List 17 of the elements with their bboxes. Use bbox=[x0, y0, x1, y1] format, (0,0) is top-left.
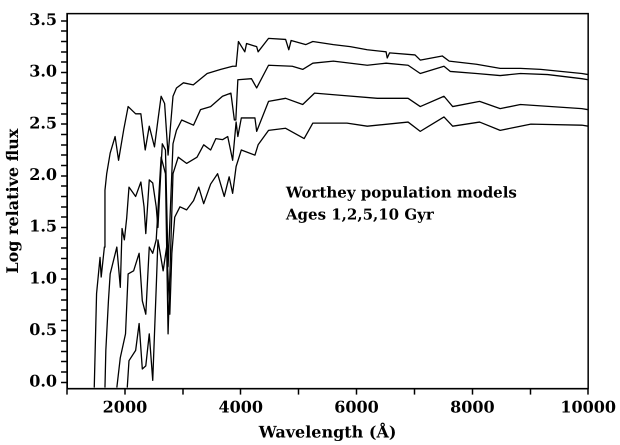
y-tick-label: 3.0 bbox=[29, 62, 58, 81]
y-tick-label: 0.0 bbox=[29, 372, 58, 391]
x-tick-label: 4000 bbox=[218, 397, 264, 416]
x-tick-label: 6000 bbox=[334, 397, 379, 416]
x-tick-label: 8000 bbox=[450, 397, 495, 416]
y-tick-label: 1.5 bbox=[29, 216, 58, 236]
x-axis-title: Wavelength (Å) bbox=[258, 422, 396, 442]
x-tick-label: 10000 bbox=[560, 397, 616, 416]
y-tick-label: 2.0 bbox=[29, 164, 58, 184]
annotation: Worthey population models bbox=[284, 183, 517, 202]
y-axis-title: Log relative flux bbox=[2, 128, 22, 274]
y-tick-label: 0.5 bbox=[29, 320, 58, 339]
y-tick-label: 1.0 bbox=[29, 268, 58, 288]
y-tick-label: 2.5 bbox=[29, 113, 58, 132]
x-tick-label: 2000 bbox=[102, 397, 148, 416]
annotation: Ages 1,2,5,10 Gyr bbox=[284, 205, 435, 224]
y-tick-label: 3.5 bbox=[29, 10, 58, 29]
